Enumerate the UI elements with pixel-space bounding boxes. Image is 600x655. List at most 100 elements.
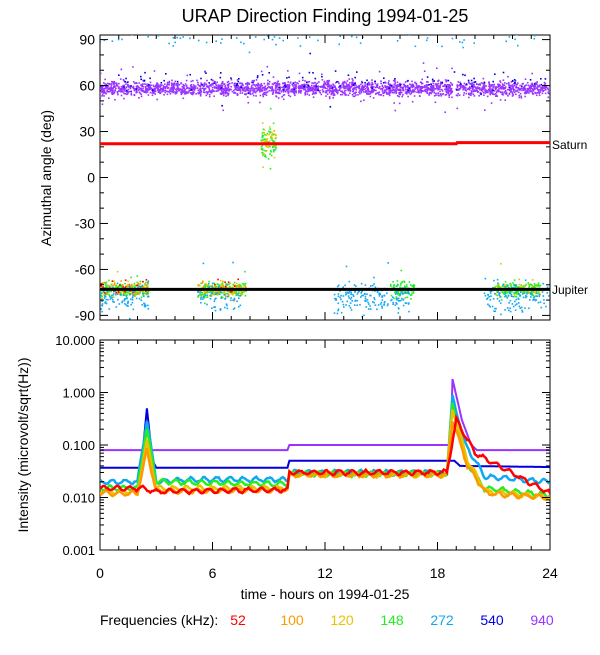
azimuth-point (135, 85, 138, 88)
x-tick-label: 18 (430, 565, 446, 581)
azimuth-point (104, 83, 106, 85)
azimuth-point (292, 82, 295, 84)
azimuth-point (263, 88, 266, 91)
azimuth-point (493, 93, 495, 96)
azimuth-point (388, 86, 390, 88)
azimuth-point (200, 294, 203, 297)
azimuth-point (427, 86, 429, 89)
azimuth-point (123, 87, 126, 90)
azimuth-point (212, 293, 214, 295)
azimuth-point (437, 88, 440, 91)
azimuth-point (275, 147, 277, 149)
azimuth-point (311, 84, 313, 87)
azimuth-point (124, 279, 127, 281)
azimuth-point (158, 89, 160, 91)
azimuth-point (279, 86, 282, 88)
azimuth-point (134, 291, 136, 293)
azimuth-point (268, 140, 271, 142)
azimuth-point (267, 87, 269, 89)
azimuth-point (518, 88, 520, 90)
azimuth-point (138, 297, 141, 300)
azimuth-point (470, 91, 473, 94)
azimuth-point (319, 91, 321, 94)
azimuth-point (272, 122, 275, 125)
azimuth-point (403, 85, 406, 87)
azimuth-point (417, 85, 420, 87)
azimuth-series-540khz (118, 52, 547, 108)
azimuth-point (451, 84, 454, 86)
azimuth-point (368, 82, 371, 85)
azimuth-point (358, 91, 360, 94)
azimuth-point (181, 90, 183, 92)
azimuth-point (140, 95, 143, 98)
azimuth-point (140, 87, 142, 90)
azimuth-point (245, 83, 247, 85)
azimuth-point (369, 90, 371, 93)
azimuth-point (267, 85, 270, 88)
azimuth-point (354, 86, 356, 89)
azimuth-point (518, 96, 521, 99)
azimuth-point (217, 278, 219, 281)
azimuth-point (351, 84, 353, 86)
azimuth-point (536, 92, 539, 94)
azimuth-point (269, 35, 271, 36)
azimuth-point (273, 156, 276, 159)
azimuth-point (391, 86, 393, 89)
azimuth-point (232, 284, 235, 287)
azimuth-point (463, 85, 465, 88)
azimuth-point (354, 300, 356, 302)
azimuth-point (220, 291, 222, 293)
azimuth-point (211, 307, 213, 309)
azimuth-point (400, 291, 402, 293)
azimuth-point (239, 304, 242, 307)
azimuth-point (131, 291, 133, 294)
azimuth-point (160, 87, 162, 90)
azimuth-point (212, 290, 214, 292)
azimuth-point (120, 94, 123, 97)
azimuth-point (488, 83, 491, 85)
azimuth-point (304, 85, 307, 87)
azimuth-point (120, 280, 122, 282)
azimuth-point (206, 79, 208, 82)
azimuth-point (351, 78, 353, 80)
azimuth-point (174, 88, 177, 91)
azimuth-point (500, 87, 503, 90)
azimuth-point (261, 84, 263, 87)
azimuth-point (441, 88, 443, 91)
azimuth-point (439, 86, 441, 88)
azimuth-point (489, 292, 492, 294)
azimuth-point (220, 287, 222, 289)
azimuth-point (168, 89, 171, 92)
azimuth-point (362, 87, 364, 89)
azimuth-point (135, 293, 138, 296)
azimuth-point (399, 91, 402, 93)
azimuth-point (157, 86, 159, 88)
azimuth-point (493, 90, 496, 92)
azimuth-point (132, 86, 135, 88)
azimuth-point (279, 92, 281, 95)
azimuth-point (445, 93, 448, 96)
azimuth-point (116, 91, 119, 93)
azimuth-point (229, 82, 231, 85)
azimuth-point (483, 85, 485, 87)
azimuth-point (144, 71, 146, 74)
azimuth-point (519, 295, 521, 298)
azimuth-point (508, 292, 511, 294)
azimuth-point (499, 99, 502, 101)
azimuth-point (121, 85, 124, 87)
azimuth-point (145, 91, 147, 94)
azimuth-point (537, 301, 540, 304)
azimuth-point (508, 82, 510, 85)
azimuth-point (162, 85, 165, 87)
azimuth-point (200, 93, 202, 96)
azimuth-point (470, 92, 473, 95)
azimuth-point (407, 91, 409, 93)
azimuth-point (471, 85, 473, 87)
azimuth-point (219, 291, 221, 293)
azimuth-point (119, 292, 122, 294)
azimuth-point (295, 91, 297, 94)
azimuth-point (393, 91, 395, 94)
azimuth-point (521, 290, 524, 293)
azimuth-point (545, 89, 547, 91)
